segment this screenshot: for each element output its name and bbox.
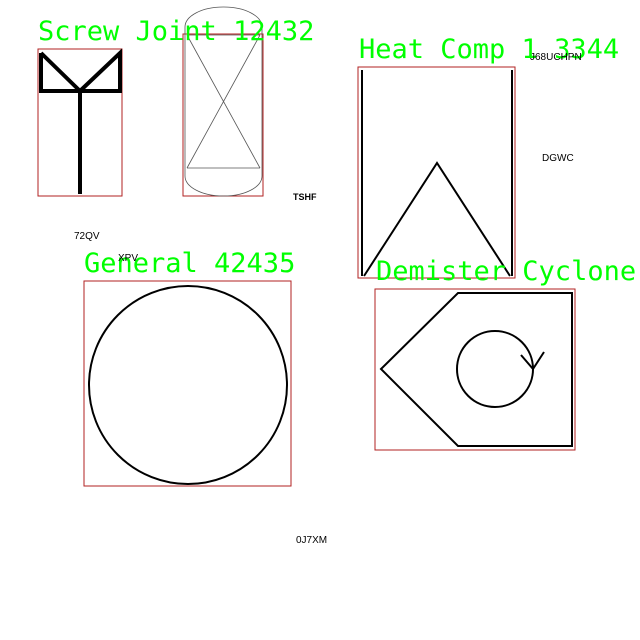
general-label: General 42435	[84, 248, 295, 279]
general-circle-icon	[88, 285, 288, 485]
heat-comp-bbox	[357, 66, 516, 279]
general-symbol	[83, 280, 292, 487]
vessel-symbol	[182, 6, 264, 197]
demister-cyclone-label: Demister Cyclone T	[376, 256, 640, 287]
screw-joint-icon	[39, 48, 122, 194]
demister-cyclone-symbol	[374, 288, 576, 451]
tag-label: J68UCHPN	[530, 52, 582, 63]
heat-comp-label: Heat Comp 1 3344	[359, 34, 619, 65]
vessel-icon	[184, 6, 263, 197]
tag-label: TSHF	[293, 192, 317, 202]
tag-label: 0J7XM	[296, 535, 327, 546]
heat-comp-icon	[361, 70, 513, 277]
demister-cyclone-icon	[379, 292, 573, 447]
demister-cyclone-bbox	[374, 288, 576, 451]
tag-label: DGWC	[542, 153, 574, 164]
heat-comp-symbol	[357, 66, 516, 279]
screw-joint-label: Screw Joint 12432	[38, 16, 314, 47]
screw-joint-symbol	[37, 48, 123, 197]
tag-label: XPV	[118, 253, 138, 264]
screw-joint-bbox	[37, 48, 123, 197]
general-bbox	[83, 280, 292, 487]
vessel-bbox	[182, 33, 264, 197]
tag-label: 72QV	[74, 231, 100, 242]
